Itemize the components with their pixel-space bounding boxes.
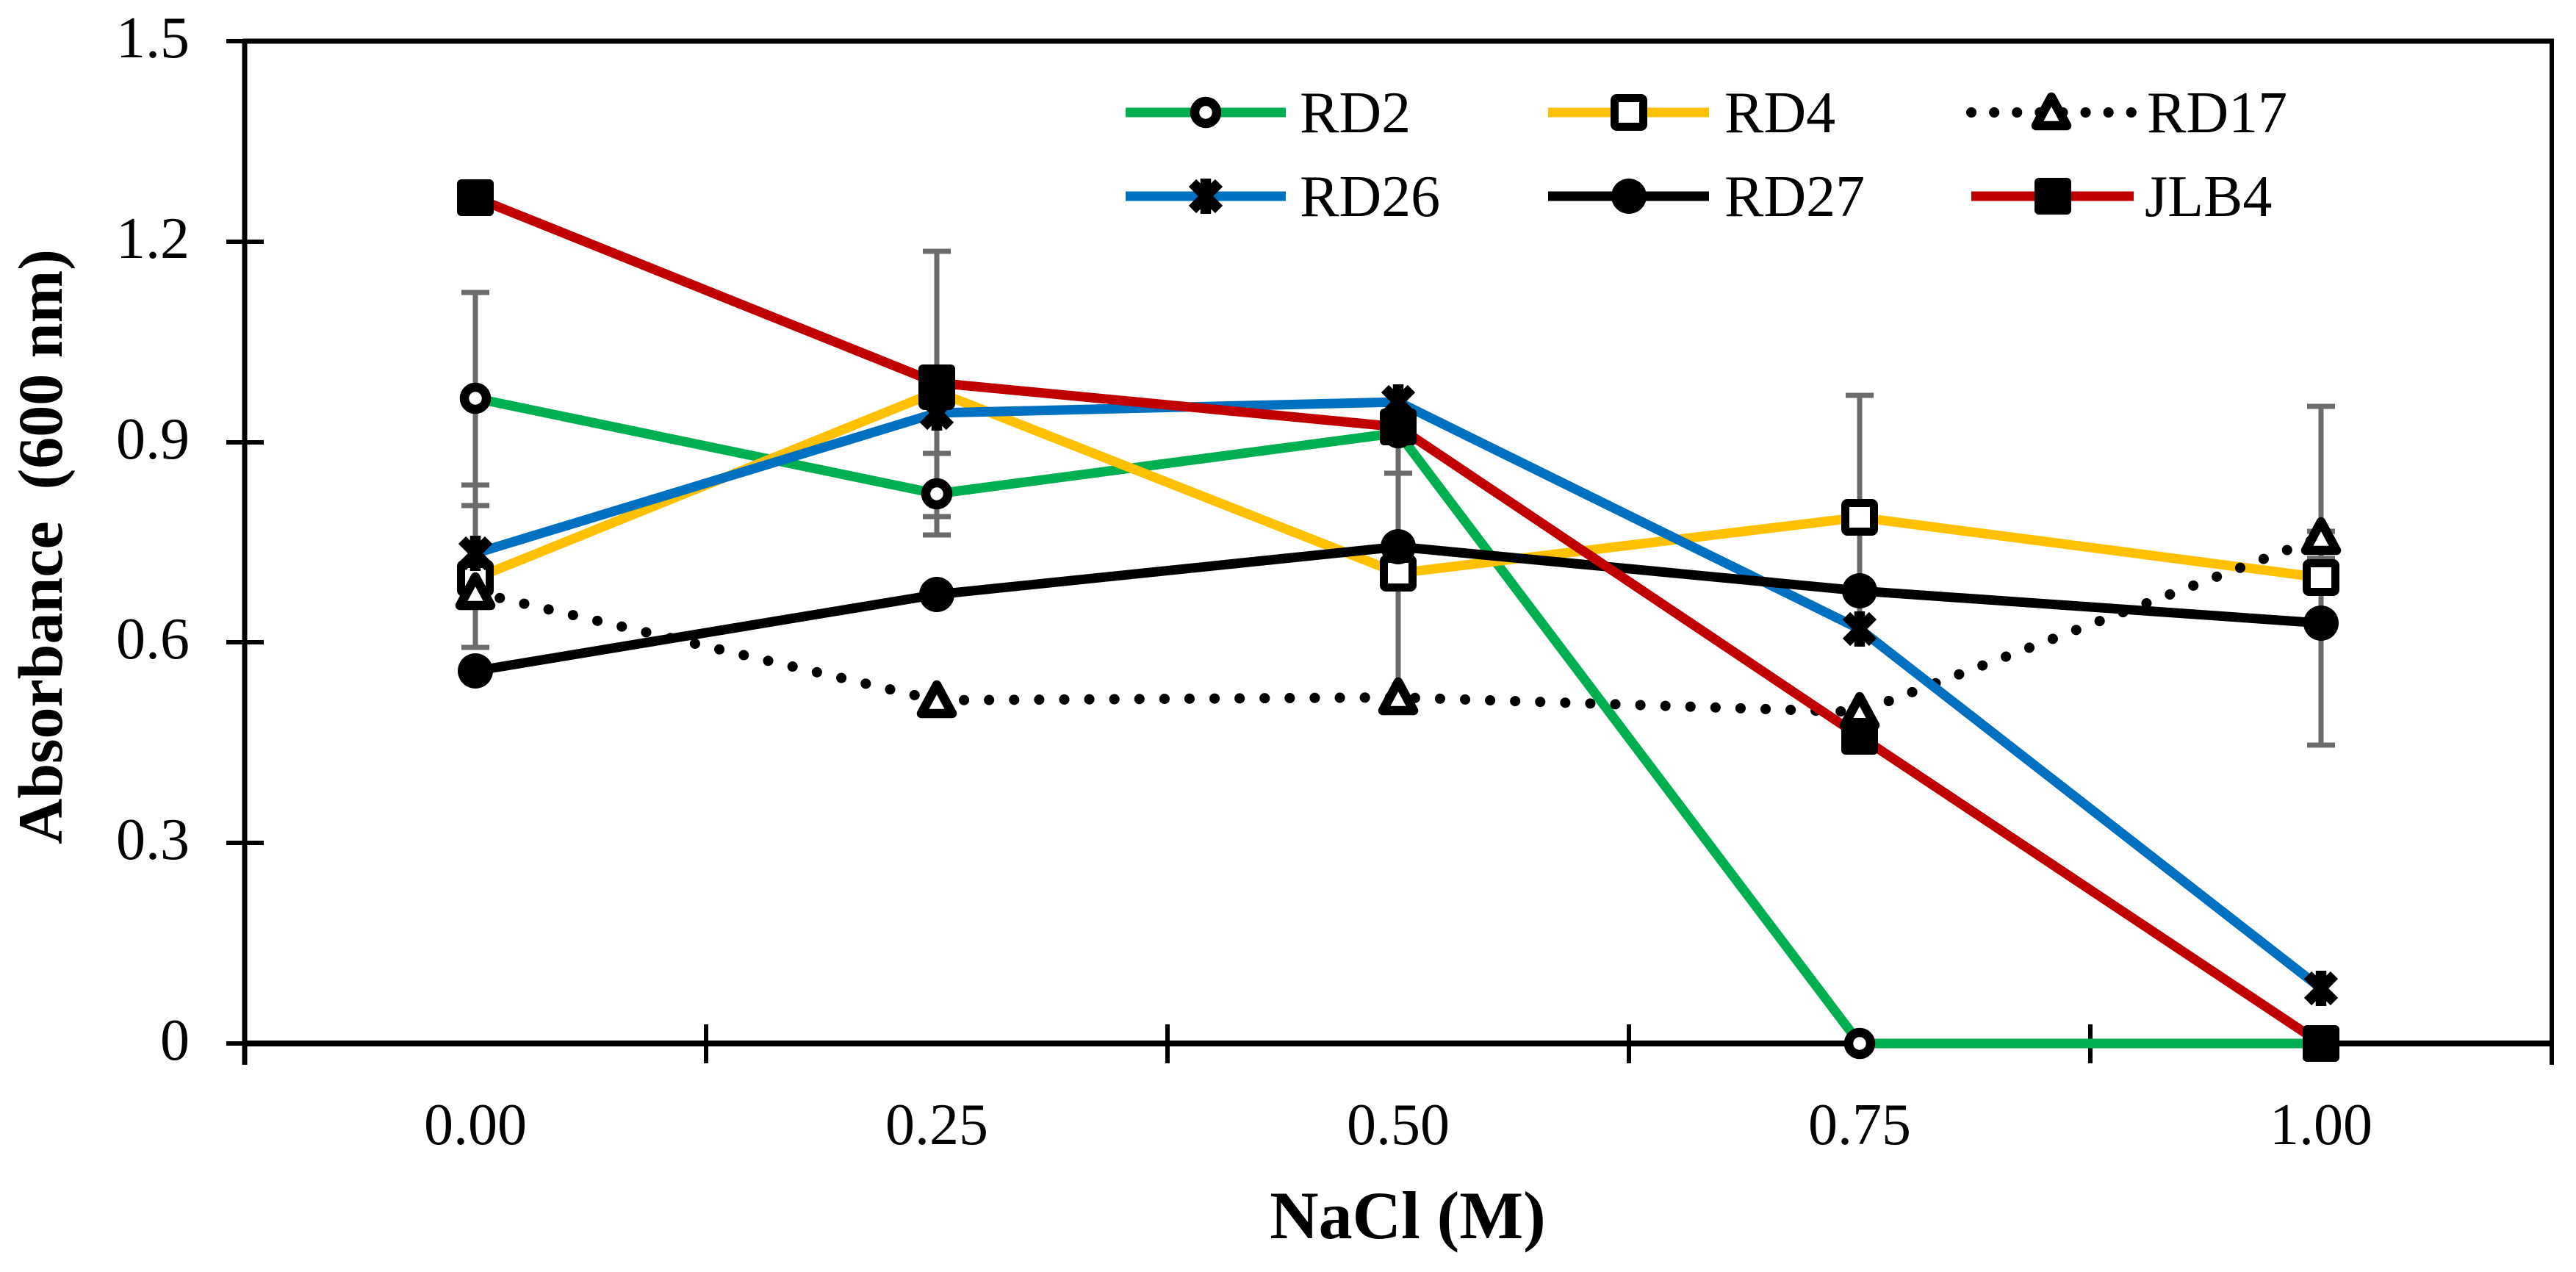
svg-text:0.6: 0.6: [116, 607, 190, 672]
svg-text:0.75: 0.75: [1808, 1093, 1911, 1157]
svg-text:0.3: 0.3: [116, 808, 190, 872]
svg-text:0.50: 0.50: [1347, 1093, 1450, 1157]
svg-text:0: 0: [160, 1008, 190, 1073]
svg-text:RD26: RD26: [1300, 165, 1440, 229]
svg-text:RD27: RD27: [1724, 165, 1865, 229]
svg-text:0.9: 0.9: [116, 407, 190, 472]
svg-text:1.2: 1.2: [116, 206, 190, 271]
svg-text:NaCl (M): NaCl (M): [1270, 1178, 1546, 1253]
svg-text:RD17: RD17: [2147, 81, 2287, 145]
svg-text:1.5: 1.5: [116, 6, 190, 71]
svg-text:JLB4: JLB4: [2145, 165, 2272, 229]
svg-text:0.25: 0.25: [885, 1093, 988, 1157]
svg-text:1.00: 1.00: [2270, 1093, 2372, 1157]
svg-text:Absorbance (600 nm): Absorbance (600 nm): [5, 249, 76, 844]
svg-text:0.00: 0.00: [424, 1093, 527, 1157]
svg-text:RD4: RD4: [1724, 81, 1835, 145]
svg-text:RD2: RD2: [1300, 81, 1411, 145]
